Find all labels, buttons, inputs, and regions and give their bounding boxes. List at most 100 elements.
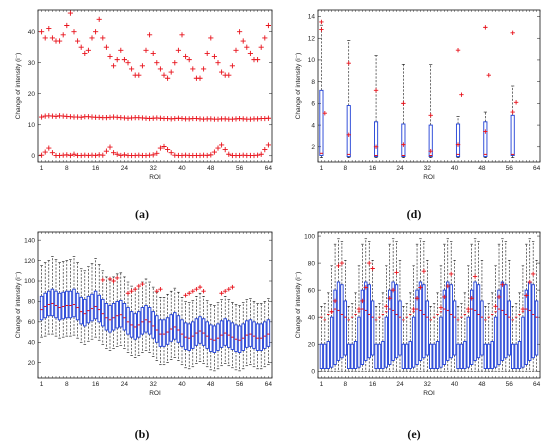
scatter-point-series-1	[211, 53, 217, 60]
x-tick-label: 48	[478, 165, 486, 172]
box-iqr	[223, 318, 227, 346]
box-iqr	[183, 322, 188, 350]
y-tick-label: 100	[24, 278, 35, 285]
box-iqr	[219, 320, 224, 348]
box-outlier	[370, 266, 375, 271]
box-outlier	[158, 286, 163, 292]
box-iqr	[388, 289, 392, 365]
box-outlier	[219, 291, 224, 296]
y-tick-label: 80	[308, 260, 316, 267]
scatter-point-series-3	[49, 150, 55, 156]
box-outlier	[428, 113, 433, 118]
box-outlier	[223, 289, 228, 294]
box-iqr	[65, 290, 69, 319]
box-outlier	[401, 101, 406, 106]
scatter-point-series-1	[39, 29, 45, 35]
box-iqr	[521, 316, 525, 368]
box-iqr	[504, 284, 508, 359]
scatter-point-series-1	[237, 29, 243, 35]
box-outlier	[100, 277, 105, 283]
box-outlier	[190, 289, 195, 294]
box-iqr	[466, 316, 470, 368]
scatter-point-series-1	[244, 44, 250, 50]
box-iqr	[201, 318, 206, 346]
x-tick-label: 64	[265, 381, 273, 388]
box-outlier	[226, 286, 231, 292]
box-iqr	[449, 284, 453, 359]
y-tick-label: 12	[308, 35, 316, 42]
box-iqr	[54, 290, 58, 319]
box-outlier	[527, 279, 532, 285]
box-outlier	[411, 306, 416, 312]
box-iqr	[319, 89, 324, 156]
x-tick-label: 48	[207, 381, 215, 388]
y-tick-label: 14	[308, 14, 316, 21]
y-axis-label: Change of intensity (i⁻)	[295, 53, 302, 120]
panel-label: (a)	[135, 207, 149, 221]
box-outlier	[346, 61, 351, 66]
y-tick-label: 20	[28, 91, 36, 98]
box-iqr	[418, 281, 423, 361]
box-iqr	[50, 288, 55, 317]
y-axis-label: Change of intensity (i⁻)	[295, 272, 302, 339]
scatter-point-series-1	[82, 50, 88, 57]
box-iqr	[370, 300, 375, 356]
box-outlier	[319, 27, 324, 32]
box-outlier	[510, 109, 515, 115]
scatter-point-series-3	[226, 151, 232, 157]
scatter-point-series-1	[60, 32, 66, 38]
box-outlier	[500, 282, 505, 287]
y-tick-label: 10	[28, 122, 36, 129]
y-tick-label: 10	[308, 57, 316, 64]
box-outlier	[449, 271, 454, 277]
scatter-point-series-1	[147, 32, 153, 38]
box-iqr	[343, 300, 348, 356]
plot-area-frame	[317, 231, 541, 379]
scatter-point-series-3	[42, 149, 48, 155]
box-iqr	[176, 315, 181, 343]
scatter-point-series-3	[208, 152, 214, 158]
box-outlier	[107, 276, 113, 282]
y-tick-label: 80	[28, 299, 36, 306]
x-tick-label: 16	[369, 165, 377, 172]
scatter-point-series-1	[49, 35, 55, 41]
box-outlier	[384, 304, 389, 309]
x-tick-label: 16	[92, 165, 100, 172]
scatter-point-series-2	[265, 115, 271, 121]
box-iqr	[248, 319, 253, 347]
box-iqr	[346, 105, 351, 158]
scatter-point-series-1	[143, 47, 149, 53]
plot-area-frame	[317, 9, 541, 163]
box-outlier	[129, 289, 134, 294]
scatter-point-series-3	[71, 151, 77, 157]
box-outlier	[136, 283, 141, 289]
x-tick-label: 24	[396, 165, 404, 172]
scatter-point-series-3	[46, 145, 52, 151]
scatter-point-series-1	[186, 57, 192, 63]
box-iqr	[411, 316, 416, 368]
x-tick-label: 56	[236, 381, 244, 388]
box-iqr	[158, 319, 163, 347]
x-axis-label: ROI	[423, 390, 435, 397]
box-iqr	[162, 319, 166, 347]
box-iqr	[43, 292, 47, 319]
panel-b-box-plot: 1 8 16 24 32 40 48 56 64 20 40 60 80 100 120 140 ROI Chan…	[15, 231, 273, 441]
box-outlier	[414, 296, 420, 301]
scatter-point-series-1	[100, 35, 106, 41]
scatter-point-series-1	[93, 29, 99, 35]
scatter-point-series-1	[89, 35, 95, 41]
box-iqr	[129, 311, 134, 338]
box-iqr	[398, 300, 402, 356]
x-axis-label: ROI	[149, 390, 161, 397]
x-tick-label: 32	[150, 381, 158, 388]
box-iqr	[108, 305, 112, 333]
scatter-point-series-3	[93, 152, 99, 159]
box-outlier	[483, 25, 488, 30]
box-iqr	[212, 325, 217, 353]
y-tick-label: 2	[311, 144, 315, 151]
box-iqr	[126, 307, 130, 335]
scatter-point-series-1	[107, 53, 113, 60]
x-tick-label: 1	[320, 381, 324, 388]
box-outlier	[469, 296, 474, 301]
